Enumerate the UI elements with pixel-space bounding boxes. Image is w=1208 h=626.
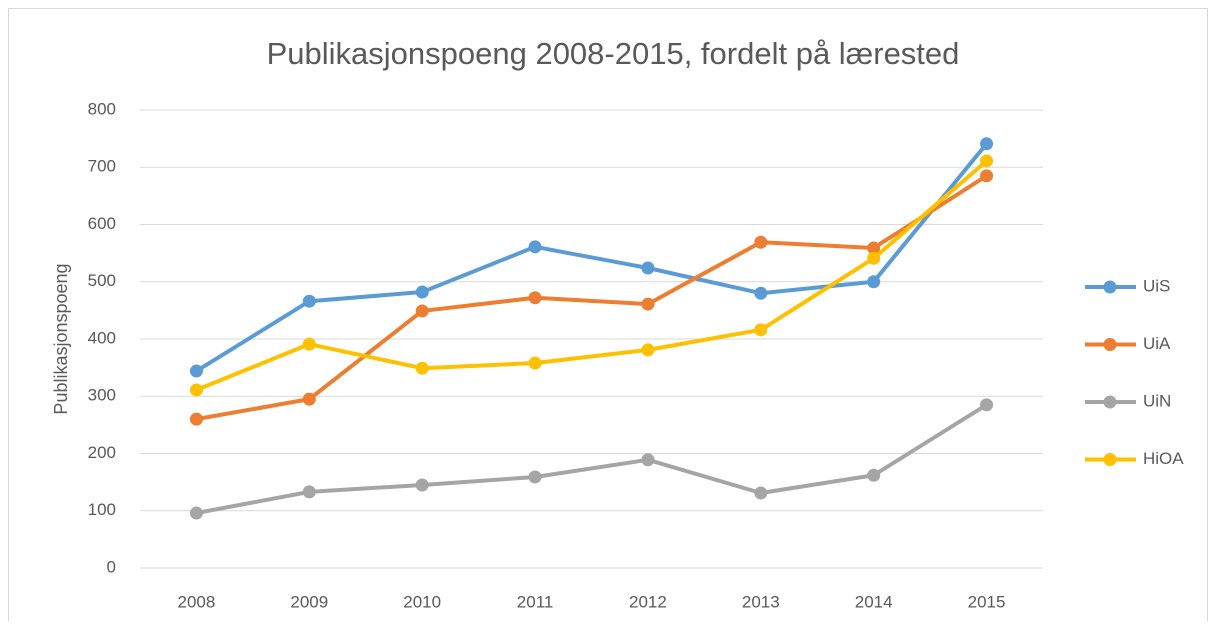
y-tick-label: 700 — [88, 157, 116, 176]
data-point — [189, 506, 203, 520]
x-tick-label: 2014 — [855, 592, 893, 611]
x-tick-label: 2013 — [742, 592, 780, 611]
data-point — [415, 478, 429, 492]
data-point — [867, 241, 881, 255]
data-point — [754, 235, 768, 249]
data-point — [867, 275, 881, 289]
legend-label: UiS — [1143, 276, 1170, 295]
data-point — [754, 323, 768, 337]
data-point — [754, 286, 768, 300]
data-point — [641, 297, 655, 311]
chart-frame — [8, 8, 1208, 626]
data-point — [189, 412, 203, 426]
legend-marker — [1103, 395, 1117, 409]
x-tick-label: 2011 — [517, 592, 554, 611]
data-point — [302, 485, 316, 499]
series-line — [196, 403, 988, 516]
y-tick-label: 100 — [88, 500, 116, 519]
data-point — [415, 285, 429, 299]
data-point — [867, 251, 881, 265]
legend-marker — [1103, 453, 1117, 466]
data-point — [302, 294, 316, 308]
x-tick-label: 2008 — [178, 592, 216, 611]
x-tick-label: 2015 — [968, 592, 1006, 611]
data-point — [980, 137, 994, 151]
series-line — [195, 159, 988, 392]
data-point — [641, 343, 655, 357]
legend-marker — [1103, 280, 1117, 294]
y-tick-label: 500 — [88, 271, 116, 290]
y-tick-label: 600 — [88, 214, 116, 233]
legend-label: HiOA — [1143, 449, 1184, 468]
legend-label: UiA — [1143, 334, 1171, 353]
data-point — [189, 383, 203, 397]
y-axis-label: Publikasjonspoeng — [51, 263, 71, 414]
series-line — [195, 142, 989, 373]
data-point — [528, 470, 542, 484]
legend-label: UiN — [1143, 391, 1171, 410]
x-tick-label: 2012 — [629, 592, 667, 611]
data-point — [528, 291, 542, 305]
y-tick-label: 800 — [88, 99, 116, 118]
data-point — [641, 261, 655, 275]
data-point — [189, 364, 203, 378]
x-tick-label: 2010 — [403, 592, 441, 611]
y-tick-label: 300 — [88, 386, 116, 405]
data-point — [528, 240, 542, 254]
data-point — [867, 468, 881, 482]
data-point — [415, 361, 429, 375]
data-point — [302, 337, 316, 351]
data-point — [641, 453, 655, 467]
chart-title: Publikasjonspoeng 2008-2015, fordelt på … — [267, 36, 960, 71]
legend-marker — [1103, 338, 1117, 351]
data-point — [415, 304, 429, 318]
y-tick-label: 0 — [107, 557, 116, 576]
y-tick-label: 400 — [88, 328, 116, 347]
data-point — [528, 356, 542, 370]
data-point — [980, 154, 994, 168]
x-tick-label: 2009 — [290, 592, 328, 611]
y-tick-label: 200 — [88, 443, 116, 462]
data-point — [302, 392, 316, 406]
data-point — [980, 169, 994, 183]
data-point — [980, 398, 994, 412]
series-line — [196, 174, 988, 422]
data-point — [754, 486, 768, 500]
